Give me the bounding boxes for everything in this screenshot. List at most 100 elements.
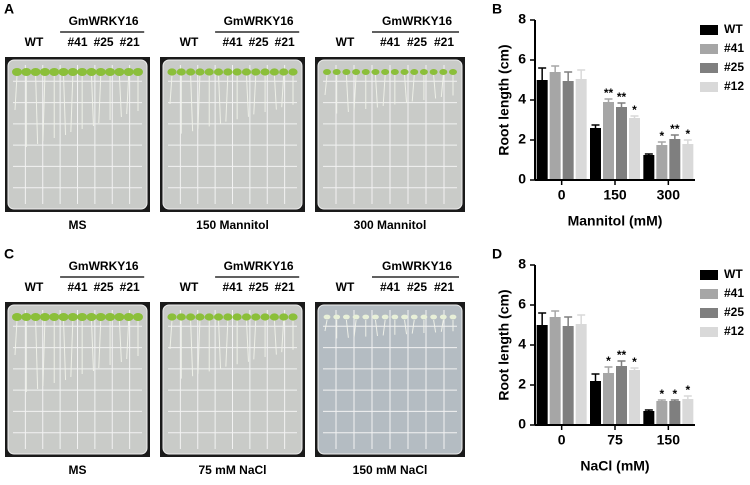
seedling — [342, 69, 351, 75]
seedling — [186, 313, 196, 321]
root — [70, 319, 74, 378]
seedling — [167, 313, 177, 321]
genotype-label: WT — [180, 35, 199, 49]
root — [345, 319, 349, 338]
panel-letter: C — [4, 246, 14, 262]
bar — [562, 81, 574, 180]
bar — [656, 401, 668, 425]
seedling — [279, 68, 289, 76]
root — [433, 319, 437, 333]
root — [281, 319, 285, 353]
plate-caption: 150 mM NaCl — [353, 463, 428, 477]
root — [404, 74, 408, 104]
y-tick-label: 6 — [518, 51, 526, 67]
seedling — [12, 313, 22, 321]
genotype-label: #25 — [249, 280, 269, 294]
root — [411, 74, 415, 102]
seedling — [260, 313, 270, 321]
legend-swatch — [700, 82, 718, 92]
y-tick-label: 8 — [518, 256, 526, 272]
seedling — [429, 69, 438, 75]
seedling — [95, 313, 106, 321]
bar — [590, 381, 601, 425]
bar — [629, 370, 640, 425]
bar — [643, 411, 655, 425]
y-tick-label: 4 — [518, 91, 526, 107]
legend-swatch — [700, 63, 718, 73]
seedling — [114, 313, 125, 321]
root — [440, 319, 444, 332]
bar — [536, 80, 548, 180]
seedling — [30, 68, 41, 76]
y-tick-label: 6 — [518, 296, 526, 312]
seedling — [251, 68, 261, 76]
x-tick-label: 300 — [657, 187, 681, 203]
root — [411, 319, 415, 334]
seedling — [105, 313, 116, 321]
seedling — [176, 313, 186, 321]
root — [245, 319, 249, 362]
root — [253, 319, 257, 360]
bar — [629, 118, 640, 180]
genotype-label: #21 — [434, 35, 454, 49]
root — [118, 74, 122, 118]
seedling — [21, 68, 32, 76]
root — [245, 74, 249, 117]
seedling — [449, 69, 457, 75]
root — [273, 319, 277, 355]
seedling — [58, 68, 69, 76]
seedling — [241, 68, 252, 76]
seedling — [439, 314, 447, 320]
seedling — [49, 313, 60, 321]
significance-label: * — [659, 129, 664, 143]
seedling — [342, 314, 350, 320]
seedling — [58, 313, 69, 321]
legend-label: #41 — [724, 41, 744, 55]
genotype-label: WT — [336, 280, 355, 294]
group-label: GmWRKY16 — [382, 14, 452, 28]
bar — [682, 399, 694, 425]
significance-label: ** — [617, 348, 627, 362]
seedling — [410, 69, 419, 75]
bar — [656, 145, 668, 180]
genotype-label: #41 — [380, 35, 400, 49]
seedling — [323, 314, 331, 320]
legend-swatch — [700, 289, 718, 299]
seedling — [176, 68, 186, 76]
seedling — [288, 313, 298, 321]
seedling — [232, 313, 242, 321]
seedling — [123, 313, 134, 321]
root — [14, 319, 18, 356]
legend-swatch — [700, 44, 718, 54]
root — [118, 319, 122, 363]
bar — [643, 155, 655, 180]
bar — [603, 102, 614, 180]
y-tick-label: 0 — [518, 171, 526, 187]
root — [197, 319, 201, 374]
root — [218, 74, 222, 125]
seedling — [419, 69, 428, 75]
significance-label: * — [632, 355, 637, 369]
root — [253, 74, 257, 115]
root — [190, 74, 194, 132]
y-axis-label: Root length (cm) — [496, 44, 512, 155]
genotype-label: #25 — [94, 280, 114, 294]
x-tick-label: 75 — [607, 432, 623, 448]
seedling — [269, 313, 279, 321]
root — [42, 74, 46, 142]
seedling — [213, 68, 224, 76]
legend-swatch — [700, 327, 718, 337]
seedling — [410, 314, 418, 320]
root — [374, 319, 378, 337]
y-tick-label: 2 — [518, 131, 526, 147]
root — [324, 74, 328, 96]
seedling — [223, 68, 233, 76]
bar — [682, 144, 694, 180]
root — [225, 74, 229, 122]
seedling — [362, 314, 370, 320]
genotype-label: WT — [25, 35, 44, 49]
seedling — [204, 313, 214, 321]
root — [345, 74, 349, 113]
root — [63, 74, 67, 136]
seedling — [77, 68, 88, 76]
